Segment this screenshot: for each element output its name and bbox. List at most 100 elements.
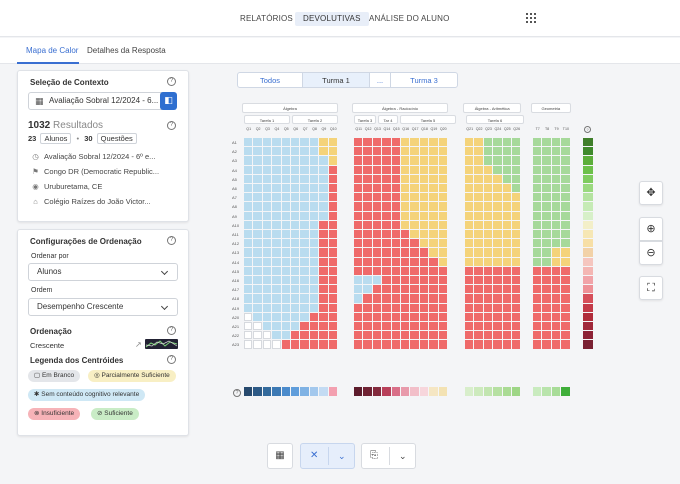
question-label: Q3 — [265, 127, 270, 131]
zoom-out-button[interactable]: ⊖ — [639, 241, 663, 265]
expand-icon[interactable]: ↗ — [135, 340, 142, 349]
legend-sem-conteudo: ✱ Sem conteúdo cognitivo relevante — [28, 389, 146, 401]
tab-detalhes-da-resposta[interactable]: Detalhes da Resposta — [87, 46, 166, 55]
heatmap-cell — [533, 193, 542, 202]
row-label: A14 — [232, 259, 240, 265]
help-icon[interactable]: ? — [167, 326, 176, 335]
heatmap-cell — [291, 147, 300, 156]
class-tab-todos[interactable]: Todos — [237, 72, 303, 88]
row-label: A21 — [232, 324, 240, 329]
heatmap-cell — [533, 285, 542, 294]
close-icon[interactable]: ✕ — [310, 450, 319, 461]
tab-mapa-de-calor[interactable]: Mapa de Calor — [26, 46, 79, 55]
heatmap-cell — [319, 294, 328, 303]
heatmap-cell — [272, 165, 281, 174]
heatmap-cell — [419, 303, 429, 312]
heatmap-cell — [419, 147, 429, 156]
question-label: Q5 — [283, 127, 289, 131]
heatmap-cell — [493, 220, 502, 229]
heatmap-cell — [561, 257, 570, 266]
heatmap-cell — [542, 331, 551, 340]
heatmap-cell — [474, 156, 483, 165]
heatmap-cell — [438, 184, 447, 193]
calendar-grid-button[interactable]: ▦ — [267, 443, 293, 469]
order-label: Ordem — [31, 287, 53, 294]
chevron-down-icon[interactable]: ⌄ — [399, 451, 407, 461]
heatmap-cell — [429, 220, 438, 229]
move-button[interactable]: ✥ — [639, 181, 663, 205]
heatmap-cell — [372, 276, 382, 285]
heatmap-cell — [502, 138, 511, 147]
heatmap-cell — [429, 340, 438, 349]
heatmap-cell — [474, 138, 483, 147]
heatmap-cell — [438, 322, 447, 331]
summary-cell — [363, 387, 372, 396]
heatmap-cell — [474, 294, 483, 303]
filter-split-button[interactable]: ✕ ⌄ — [300, 443, 355, 469]
students-label: Alunos — [40, 133, 72, 144]
heatmap-cell — [272, 239, 281, 248]
order-select[interactable]: Desempenho Crescente — [28, 298, 178, 316]
students-count: 23 — [28, 134, 37, 143]
evaluation-select[interactable]: ▦ Avaliação Sobral 12/2024 - 6... — [28, 92, 168, 110]
row-label: A9 — [232, 213, 237, 219]
export-icon[interactable]: ⎘ — [370, 450, 378, 461]
heatmap-cell — [253, 239, 262, 248]
fit-screen-button[interactable]: ⛶ — [639, 276, 663, 300]
question-label: T8 — [544, 127, 550, 131]
heatmap-cell — [465, 147, 474, 156]
class-tab-more[interactable]: ... — [369, 72, 391, 88]
help-icon[interactable]: ? — [167, 77, 176, 86]
heatmap-cell — [438, 230, 447, 239]
help-icon[interactable]: ? — [167, 121, 176, 130]
class-tab-turma-3[interactable]: Turma 3 — [390, 72, 458, 88]
heatmap-cell — [391, 248, 400, 257]
heatmap-cell — [419, 285, 429, 294]
summary-cell — [493, 387, 502, 396]
chevron-down-icon[interactable]: ⌄ — [338, 451, 346, 461]
heatmap-cell — [253, 340, 262, 349]
heatmap-cell — [309, 340, 319, 349]
heatmap-cell — [551, 266, 561, 275]
heatmap-cell — [465, 156, 474, 165]
nav-relatorios[interactable]: RELATÓRIOS — [240, 14, 293, 23]
nav-devolutivas[interactable]: DEVOLUTIVAS — [295, 12, 369, 26]
heatmap-cell — [401, 285, 410, 294]
row-label: A5 — [232, 176, 237, 182]
heatmap-cell — [561, 331, 570, 340]
heatmap-cell — [438, 165, 447, 174]
heatmap-cell — [253, 174, 262, 183]
export-split-button[interactable]: ⎘ ⌄ — [361, 443, 416, 469]
heatmap-cell — [533, 211, 542, 220]
heatmap-cell — [272, 138, 281, 147]
heatmap-cell — [382, 266, 391, 275]
ordination-sparkline[interactable] — [145, 339, 178, 349]
summary-cell — [583, 248, 593, 257]
heatmap-cell — [300, 340, 309, 349]
heatmap-cell — [410, 257, 419, 266]
heatmap-cell — [429, 239, 438, 248]
zoom-in-icon: ⊕ — [646, 223, 656, 235]
order-by-select[interactable]: Alunos — [28, 263, 178, 281]
heatmap-cell — [354, 165, 363, 174]
apps-grid-icon[interactable] — [526, 13, 536, 23]
heatmap-cell — [281, 322, 290, 331]
heatmap-cell — [401, 184, 410, 193]
heatmap-cell — [401, 193, 410, 202]
help-icon[interactable]: ? — [167, 355, 176, 364]
heatmap-cell — [542, 340, 551, 349]
heatmap-cell — [382, 174, 391, 183]
heatmap-cell — [410, 220, 419, 229]
nav-analise-do-aluno[interactable]: ANÁLISE DO ALUNO — [369, 14, 450, 23]
summary-cell — [583, 138, 593, 147]
class-tab-turma-1[interactable]: Turma 1 — [302, 72, 370, 88]
subgroup-header: Tarefa 5 — [400, 115, 456, 124]
heatmap-cell — [372, 312, 382, 321]
open-panel-button[interactable]: ◧ — [160, 92, 177, 110]
help-icon[interactable]: ? — [167, 236, 176, 245]
heatmap-cell — [551, 257, 561, 266]
heatmap-cell — [493, 303, 502, 312]
heatmap-cell — [319, 340, 328, 349]
zoom-in-button[interactable]: ⊕ — [639, 217, 663, 241]
heatmap-cell — [253, 294, 262, 303]
